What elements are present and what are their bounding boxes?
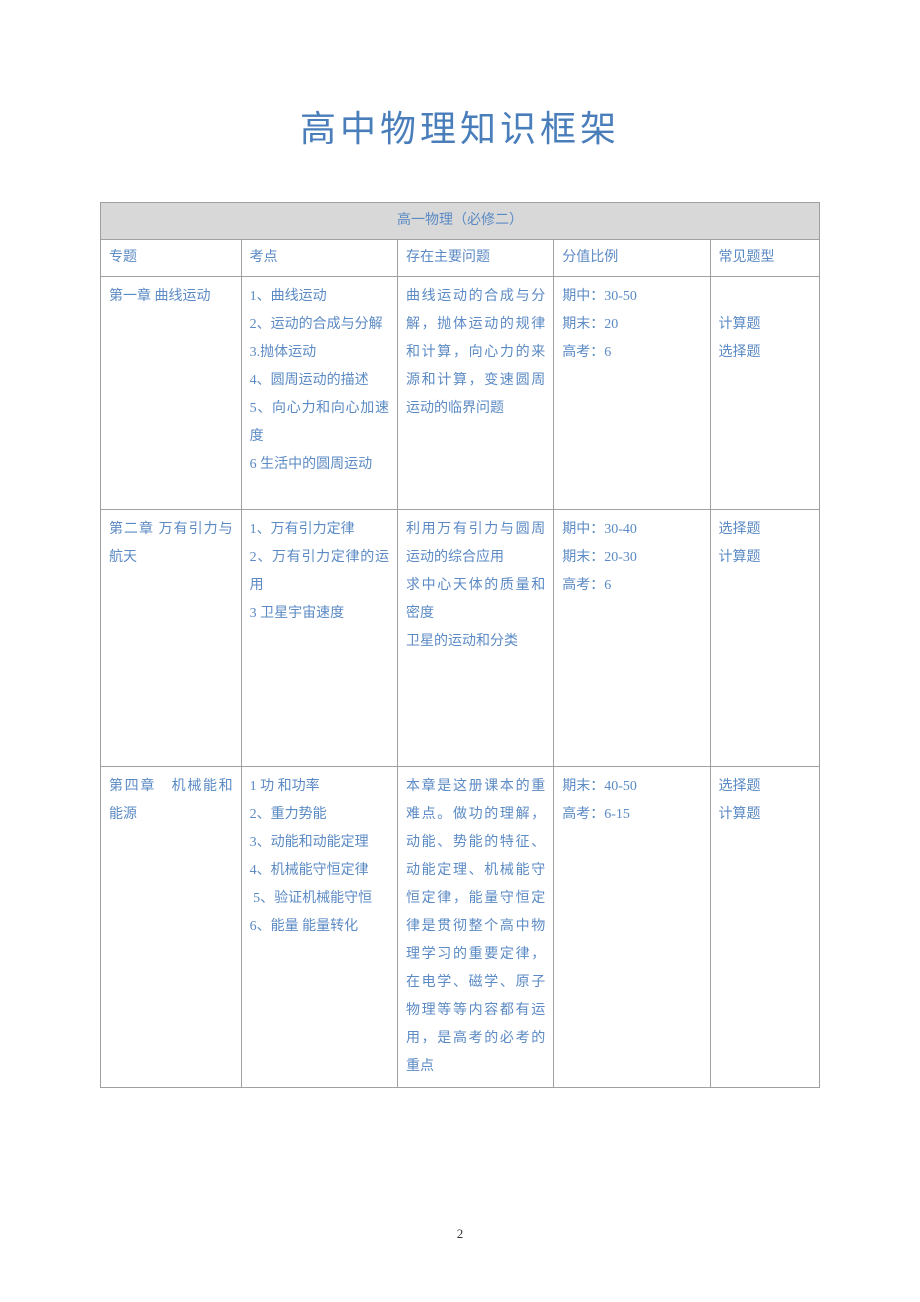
cell-points: 1、万有引力定律 2、万有引力定律的运用 3 卫星宇宙速度 <box>241 510 397 767</box>
table-row: 第二章 万有引力与航天 1、万有引力定律 2、万有引力定律的运用 3 卫星宇宙速… <box>101 510 820 767</box>
page-number: 2 <box>0 1226 920 1242</box>
document-page: 高中物理知识框架 高一物理（必修二） 专题 考点 存在主要问题 分值比例 常见题… <box>0 0 920 1088</box>
table-title-row: 高一物理（必修二） <box>101 203 820 240</box>
cell-topic: 第一章 曲线运动 <box>101 277 242 510</box>
table-row: 第四章 机械能和能源 1 功 和功率 2、重力势能 3、动能和动能定理 4、机械… <box>101 767 820 1088</box>
table-row: 第一章 曲线运动 1、曲线运动 2、运动的合成与分解 3.抛体运动 4、圆周运动… <box>101 277 820 510</box>
cell-issues: 曲线运动的合成与分解，抛体运动的规律和计算，向心力的来源和计算，变速圆周运动的临… <box>397 277 553 510</box>
cell-points: 1、曲线运动 2、运动的合成与分解 3.抛体运动 4、圆周运动的描述 5、向心力… <box>241 277 397 510</box>
cell-types: 选择题 计算题 <box>710 510 819 767</box>
page-title: 高中物理知识框架 <box>100 100 820 152</box>
column-header-row: 专题 考点 存在主要问题 分值比例 常见题型 <box>101 240 820 277</box>
column-header-points: 考点 <box>241 240 397 277</box>
cell-issues: 本章是这册课本的重难点。做功的理解，动能、势能的特征、动能定理、机械能守恒定律，… <box>397 767 553 1088</box>
column-header-types: 常见题型 <box>710 240 819 277</box>
column-header-topic: 专题 <box>101 240 242 277</box>
column-header-score: 分值比例 <box>554 240 710 277</box>
cell-topic: 第二章 万有引力与航天 <box>101 510 242 767</box>
cell-topic: 第四章 机械能和能源 <box>101 767 242 1088</box>
cell-points: 1 功 和功率 2、重力势能 3、动能和动能定理 4、机械能守恒定律 5、验证机… <box>241 767 397 1088</box>
cell-issues: 利用万有引力与圆周运动的综合应用 求中心天体的质量和密度 卫星的运动和分类 <box>397 510 553 767</box>
cell-types: 计算题 选择题 <box>710 277 819 510</box>
cell-score: 期中：30-40 期末：20-30 高考：6 <box>554 510 710 767</box>
column-header-issues: 存在主要问题 <box>397 240 553 277</box>
cell-score: 期末：40-50 高考：6-15 <box>554 767 710 1088</box>
cell-types: 选择题 计算题 <box>710 767 819 1088</box>
cell-score: 期中：30-50 期末：20 高考：6 <box>554 277 710 510</box>
physics-framework-table: 高一物理（必修二） 专题 考点 存在主要问题 分值比例 常见题型 第一章 曲线运… <box>100 202 820 1088</box>
table-title: 高一物理（必修二） <box>101 203 820 240</box>
